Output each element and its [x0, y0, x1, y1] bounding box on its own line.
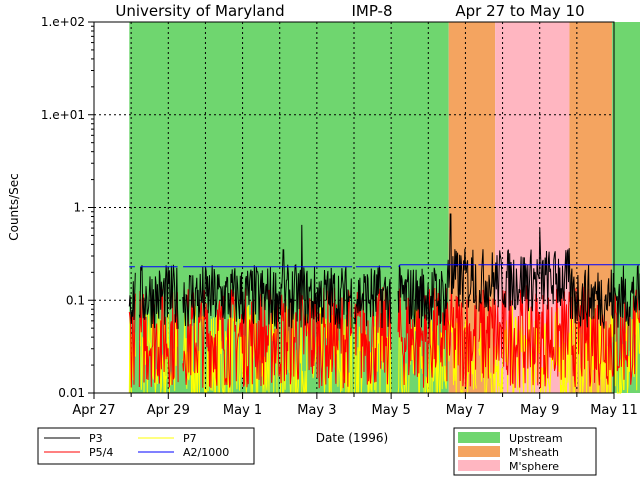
x-tick-label: Apr 29: [147, 403, 190, 418]
legend-series-box: [37, 427, 255, 465]
x-tick-label: May 11: [590, 403, 638, 418]
legend-label: P5/4: [89, 446, 113, 459]
y-tick-label: 1.e+01: [41, 108, 85, 122]
series-line-p3: [128, 213, 640, 329]
y-tick-label: 0.01: [58, 386, 85, 400]
legend-swatch-msheath: [458, 446, 500, 457]
y-tick-label: 0.1: [66, 293, 85, 307]
y-tick-label: 1.: [74, 201, 85, 215]
x-tick-label: May 3: [297, 403, 336, 418]
legend-series: P3 P7 P5/4 A2/1000: [37, 427, 255, 465]
x-axis-label: Date (1996): [316, 431, 388, 445]
y-axis-label: Counts/Sec: [7, 173, 21, 241]
chart-title-institution: University of Maryland: [115, 2, 284, 20]
legend-region-label: M'sheath: [509, 446, 559, 459]
data-series: [128, 213, 640, 395]
chart-title-spacecraft: IMP-8: [351, 2, 392, 20]
x-tick-label: May 1: [223, 403, 262, 418]
series-line-p54: [128, 285, 640, 389]
x-tick-label: Apr 27: [72, 403, 115, 418]
legend-swatch-upstream: [458, 432, 500, 443]
legend-region-label: M'sphere: [509, 460, 559, 473]
series-line-a21000: [129, 264, 640, 268]
legend-label: A2/1000: [183, 446, 229, 459]
grid-lines: [94, 22, 614, 393]
x-tick-label: May 9: [520, 403, 559, 418]
y-tick-label: 1.e+02: [41, 15, 85, 29]
x-tick-label: May 5: [372, 403, 411, 418]
legend-region-label: Upstream: [509, 432, 563, 445]
axes: Apr 27 Apr 29 May 1 May 3 May 5 May 7 May 9 May…: [41, 15, 638, 418]
legend-label: P3: [89, 432, 103, 445]
chart-title-date-range: Apr 27 to May 10: [455, 2, 584, 20]
legend-swatch-msphere: [458, 460, 500, 471]
legend-label: P7: [183, 432, 197, 445]
x-tick-label: May 7: [446, 403, 485, 418]
